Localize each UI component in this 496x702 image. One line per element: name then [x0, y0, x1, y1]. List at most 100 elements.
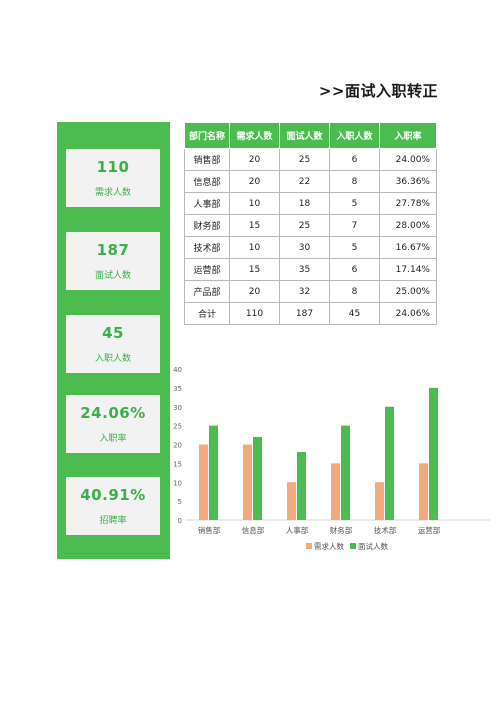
legend-swatch: [306, 543, 312, 549]
table-cell: 45: [329, 302, 380, 325]
page-title: >>面试入职转正: [318, 82, 438, 100]
table-cell: 24.00%: [379, 148, 437, 171]
table-total-row: 合计 110 187 45 24.06%: [184, 302, 437, 325]
bar-interview: [209, 425, 218, 520]
table-cell: 6: [329, 148, 380, 171]
table-cell: 20: [229, 280, 280, 303]
kpi-value: 45: [102, 324, 124, 342]
department-table: 部门名称 需求人数 面试人数 入职人数 入职率 销售部 20 25 6 24.0…: [184, 122, 437, 325]
table-row: 财务部 15 25 7 28.00%: [184, 214, 437, 237]
kpi-label: 入职人数: [94, 354, 131, 364]
table-cell: 15: [229, 258, 280, 281]
table-cell: 35: [279, 258, 330, 281]
bar-interview: [429, 387, 438, 520]
table-cell: 技术部: [184, 236, 230, 259]
kpi-label: 招聘率: [99, 516, 127, 526]
table-cell: 信息部: [184, 170, 230, 193]
table-cell: 27.78%: [379, 192, 437, 215]
y-tick-label: 20: [173, 442, 182, 450]
kpi-card-hire-rate: 24.06% 入职率: [66, 395, 160, 453]
y-tick-label: 35: [173, 385, 182, 393]
table-row: 信息部 20 22 8 36.36%: [184, 170, 437, 193]
table-cell: 8: [329, 280, 380, 303]
table-header-row: 部门名称 需求人数 面试人数 入职人数 入职率: [184, 122, 437, 149]
kpi-value: 24.06%: [80, 404, 146, 422]
department-bar-chart: 0 5 10 15 20 25 30 35 40 销售部 信息部 人事部 财务部 技术部 运营部 需求人数 面试…: [170, 360, 490, 560]
table-cell: 7: [329, 214, 380, 237]
kpi-value: 110: [96, 158, 130, 176]
x-tick-label: 财务部: [330, 525, 353, 535]
table-cell: 32: [279, 280, 330, 303]
table-cell: 110: [229, 302, 280, 325]
table-cell: 25: [279, 148, 330, 171]
kpi-value: 187: [96, 241, 130, 259]
bar-interview: [385, 406, 394, 520]
table-cell: 22: [279, 170, 330, 193]
table-cell: 16.67%: [379, 236, 437, 259]
y-tick-label: 40: [173, 366, 182, 374]
table-cell: 28.00%: [379, 214, 437, 237]
kpi-label: 面试人数: [94, 271, 131, 281]
table-cell: 5: [329, 236, 380, 259]
table-row: 技术部 10 30 5 16.67%: [184, 236, 437, 259]
kpi-panel: 110 需求人数 187 面试人数 45 入职人数 24.06% 入职率 40.…: [57, 122, 170, 559]
table-cell: 20: [229, 170, 280, 193]
table-cell: 10: [229, 236, 280, 259]
table-cell: 财务部: [184, 214, 230, 237]
x-tick-label: 运营部: [418, 525, 441, 535]
y-tick-label: 15: [173, 460, 182, 468]
table-cell: 产品部: [184, 280, 230, 303]
x-tick-label: 信息部: [242, 525, 265, 535]
table-cell: 8: [329, 170, 380, 193]
column-header: 面试人数: [279, 122, 330, 149]
legend-label: 需求人数: [314, 541, 344, 551]
column-header: 入职人数: [329, 122, 380, 149]
column-header: 部门名称: [184, 122, 230, 149]
table-cell: 24.06%: [379, 302, 437, 325]
table-cell: 合计: [184, 302, 230, 325]
column-header: 入职率: [379, 122, 437, 149]
kpi-card-recruit-rate: 40.91% 招聘率: [66, 477, 160, 535]
table-cell: 运营部: [184, 258, 230, 281]
table-cell: 销售部: [184, 148, 230, 171]
kpi-label: 需求人数: [94, 188, 131, 198]
table-cell: 6: [329, 258, 380, 281]
table-cell: 人事部: [184, 192, 230, 215]
y-tick-label: 10: [173, 479, 182, 487]
legend-label: 面试人数: [358, 541, 388, 551]
kpi-card-hired: 45 入职人数: [66, 315, 160, 373]
table-cell: 20: [229, 148, 280, 171]
table-cell: 5: [329, 192, 380, 215]
table-row: 销售部 20 25 6 24.00%: [184, 148, 437, 171]
y-tick-label: 25: [173, 423, 182, 431]
bar-demand: [331, 463, 340, 520]
legend-swatch: [350, 543, 356, 549]
kpi-value: 40.91%: [80, 486, 146, 504]
kpi-label: 入职率: [99, 434, 127, 444]
table-cell: 10: [229, 192, 280, 215]
table-cell: 30: [279, 236, 330, 259]
table-cell: 187: [279, 302, 330, 325]
bar-demand: [243, 444, 252, 520]
table-cell: 17.14%: [379, 258, 437, 281]
table-cell: 18: [279, 192, 330, 215]
table-cell: 15: [229, 214, 280, 237]
bar-interview: [253, 436, 262, 520]
table-cell: 36.36%: [379, 170, 437, 193]
table-row: 产品部 20 32 8 25.00%: [184, 280, 437, 303]
bar-demand: [375, 482, 384, 520]
bar-interview: [341, 425, 350, 520]
bar-demand: [419, 463, 428, 520]
bar-demand: [287, 482, 296, 520]
kpi-card-demand: 110 需求人数: [66, 149, 160, 207]
x-tick-label: 销售部: [198, 525, 221, 535]
x-tick-label: 人事部: [286, 525, 309, 535]
table-row: 人事部 10 18 5 27.78%: [184, 192, 437, 215]
y-tick-label: 30: [173, 404, 182, 412]
bar-interview: [297, 452, 306, 520]
table-row: 运营部 15 35 6 17.14%: [184, 258, 437, 281]
y-tick-label: 5: [178, 498, 182, 506]
column-header: 需求人数: [229, 122, 280, 149]
x-tick-label: 技术部: [374, 525, 397, 535]
